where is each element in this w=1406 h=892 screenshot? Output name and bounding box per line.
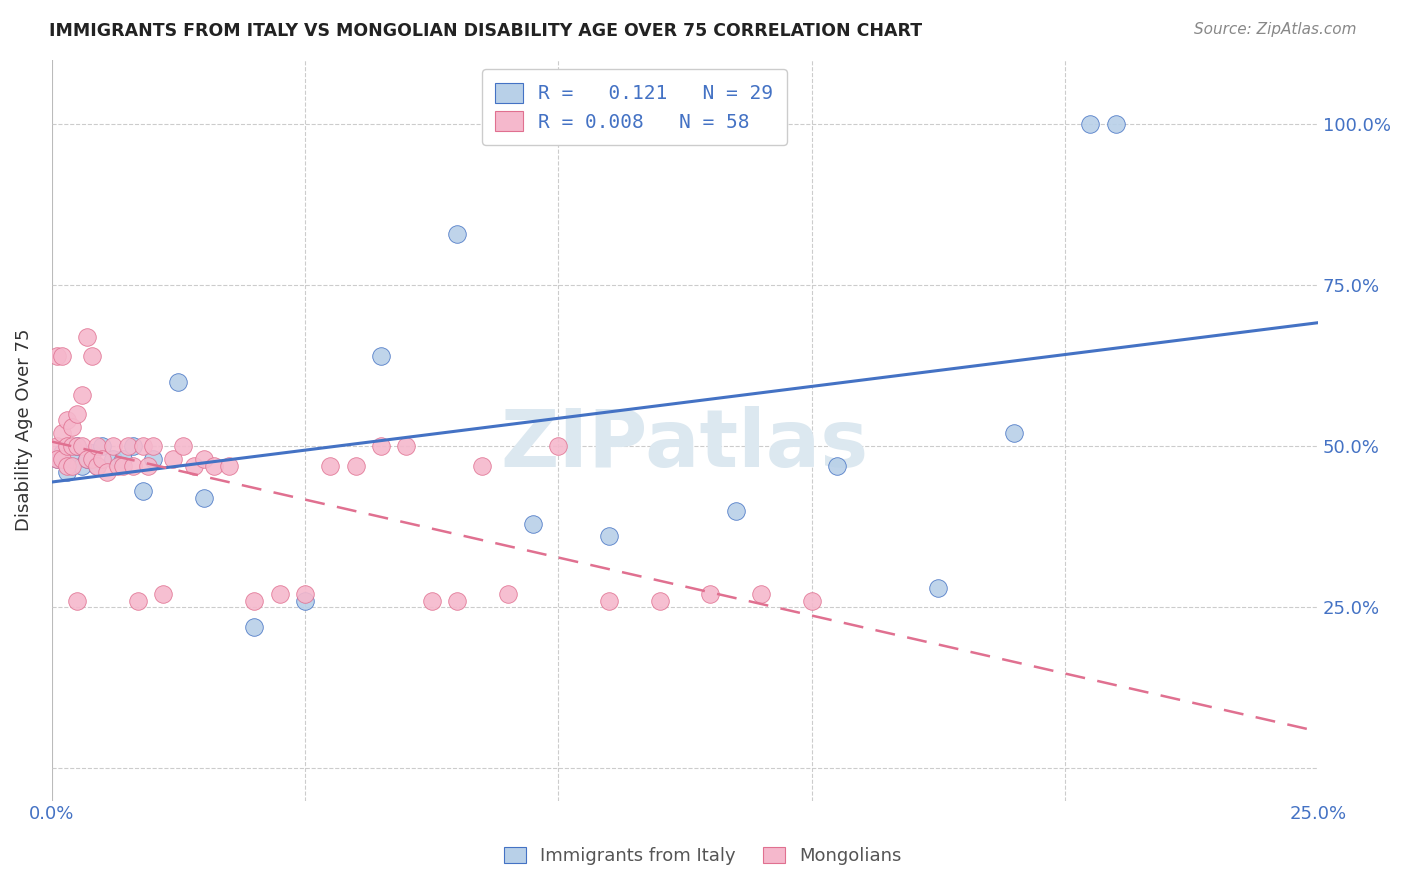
- Point: [825, 458, 848, 473]
- Point: [45, 439, 67, 453]
- Point: [800, 594, 823, 608]
- Point: [56, 439, 79, 453]
- Point: [344, 458, 367, 473]
- Point: [82, 452, 104, 467]
- Point: [172, 439, 194, 453]
- Point: [370, 349, 392, 363]
- Point: [60, 420, 83, 434]
- Point: [76, 452, 98, 467]
- Point: [82, 445, 104, 459]
- Point: [45, 452, 67, 467]
- Point: [101, 439, 124, 453]
- Point: [446, 594, 468, 608]
- Point: [648, 594, 671, 608]
- Point: [724, 503, 747, 517]
- Point: [60, 452, 83, 467]
- Point: [117, 439, 139, 453]
- Point: [56, 458, 79, 473]
- Text: ZIPatlas: ZIPatlas: [501, 406, 869, 484]
- Point: [243, 620, 266, 634]
- Point: [45, 349, 67, 363]
- Point: [86, 458, 108, 473]
- Point: [66, 594, 89, 608]
- Point: [243, 594, 266, 608]
- Point: [76, 452, 98, 467]
- Point: [699, 587, 721, 601]
- Point: [471, 458, 494, 473]
- Point: [121, 439, 143, 453]
- Point: [111, 458, 134, 473]
- Point: [294, 587, 316, 601]
- Point: [142, 452, 165, 467]
- Point: [51, 445, 73, 459]
- Point: [193, 491, 215, 505]
- Point: [202, 458, 225, 473]
- Point: [76, 329, 98, 343]
- Legend: Immigrants from Italy, Mongolians: Immigrants from Italy, Mongolians: [495, 838, 911, 874]
- Point: [183, 458, 205, 473]
- Point: [319, 458, 342, 473]
- Point: [51, 452, 73, 467]
- Point: [66, 407, 89, 421]
- Point: [70, 439, 93, 453]
- Point: [547, 439, 569, 453]
- Point: [132, 484, 155, 499]
- Point: [82, 349, 104, 363]
- Point: [132, 439, 155, 453]
- Point: [1078, 117, 1101, 131]
- Point: [142, 439, 165, 453]
- Point: [60, 458, 83, 473]
- Point: [218, 458, 240, 473]
- Point: [598, 594, 620, 608]
- Point: [749, 587, 772, 601]
- Point: [370, 439, 392, 453]
- Point: [91, 439, 114, 453]
- Point: [107, 458, 129, 473]
- Point: [269, 587, 291, 601]
- Point: [446, 227, 468, 241]
- Point: [152, 587, 174, 601]
- Point: [51, 349, 73, 363]
- Point: [167, 375, 190, 389]
- Point: [294, 594, 316, 608]
- Text: Source: ZipAtlas.com: Source: ZipAtlas.com: [1194, 22, 1357, 37]
- Point: [56, 465, 79, 479]
- Point: [162, 452, 184, 467]
- Point: [420, 594, 443, 608]
- Point: [45, 452, 67, 467]
- Point: [101, 452, 124, 467]
- Point: [1002, 426, 1025, 441]
- Point: [66, 439, 89, 453]
- Text: IMMIGRANTS FROM ITALY VS MONGOLIAN DISABILITY AGE OVER 75 CORRELATION CHART: IMMIGRANTS FROM ITALY VS MONGOLIAN DISAB…: [49, 22, 922, 40]
- Point: [927, 581, 949, 595]
- Legend: R =   0.121   N = 29, R = 0.008   N = 58: R = 0.121 N = 29, R = 0.008 N = 58: [482, 70, 787, 145]
- Point: [193, 452, 215, 467]
- Point: [96, 465, 118, 479]
- Point: [51, 426, 73, 441]
- Point: [127, 594, 149, 608]
- Point: [86, 458, 108, 473]
- Point: [111, 452, 134, 467]
- Point: [598, 529, 620, 543]
- Y-axis label: Disability Age Over 75: Disability Age Over 75: [15, 329, 32, 532]
- Point: [60, 439, 83, 453]
- Point: [136, 458, 159, 473]
- Point: [496, 587, 519, 601]
- Point: [91, 452, 114, 467]
- Point: [56, 413, 79, 427]
- Point: [86, 439, 108, 453]
- Point: [70, 458, 93, 473]
- Point: [395, 439, 418, 453]
- Point: [1104, 117, 1126, 131]
- Point: [121, 458, 143, 473]
- Point: [66, 439, 89, 453]
- Point: [70, 387, 93, 401]
- Point: [522, 516, 544, 531]
